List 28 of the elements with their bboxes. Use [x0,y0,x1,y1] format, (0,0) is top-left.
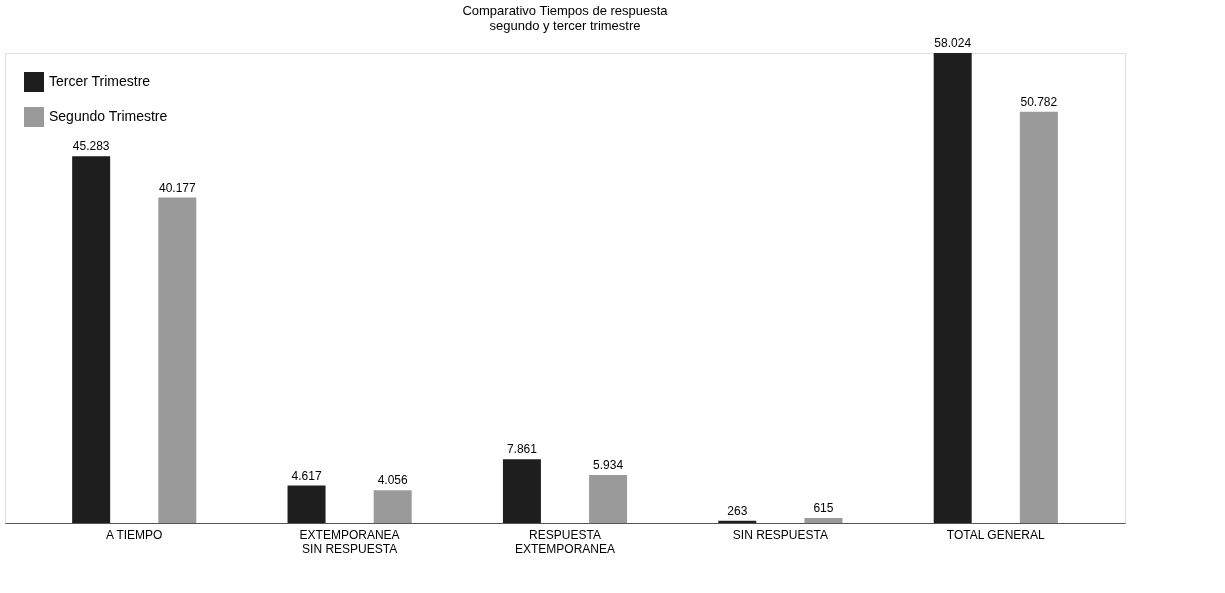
data-label: 4.617 [291,468,322,483]
data-label: 50.782 [1020,94,1058,109]
x-tick-label: A TIEMPO [106,527,163,542]
bar [589,474,628,523]
bar [373,490,412,523]
x-tick-label: SIN RESPUESTA [732,527,828,542]
data-label: 615 [813,501,834,516]
legend-label: Tercer Trimestre [49,73,151,89]
bar [158,197,197,523]
x-tick-label: TOTAL GENERAL [946,527,1045,542]
legend-label: Segundo Trimestre [49,108,168,124]
data-label: 4.056 [377,473,409,488]
bar [502,459,541,523]
chart-title: Comparativo Tiempos de respuesta segundo y tercer trimestre [462,3,669,33]
x-tick-label: RESPUESTA EXTEMPORANEA [514,527,616,556]
bar [1019,111,1058,523]
bar [718,520,757,523]
bar [72,156,111,523]
bar [933,53,972,523]
data-label: 40.177 [158,180,196,195]
data-label: 7.861 [506,442,538,457]
data-label: 45.283 [72,139,110,154]
bar [804,518,843,523]
data-label: 263 [727,503,748,518]
bar [287,485,326,523]
x-tick-label: EXTEMPORANEA SIN RESPUESTA [299,527,400,556]
data-label: 5.934 [593,457,624,472]
data-label: 58.024 [934,36,972,50]
